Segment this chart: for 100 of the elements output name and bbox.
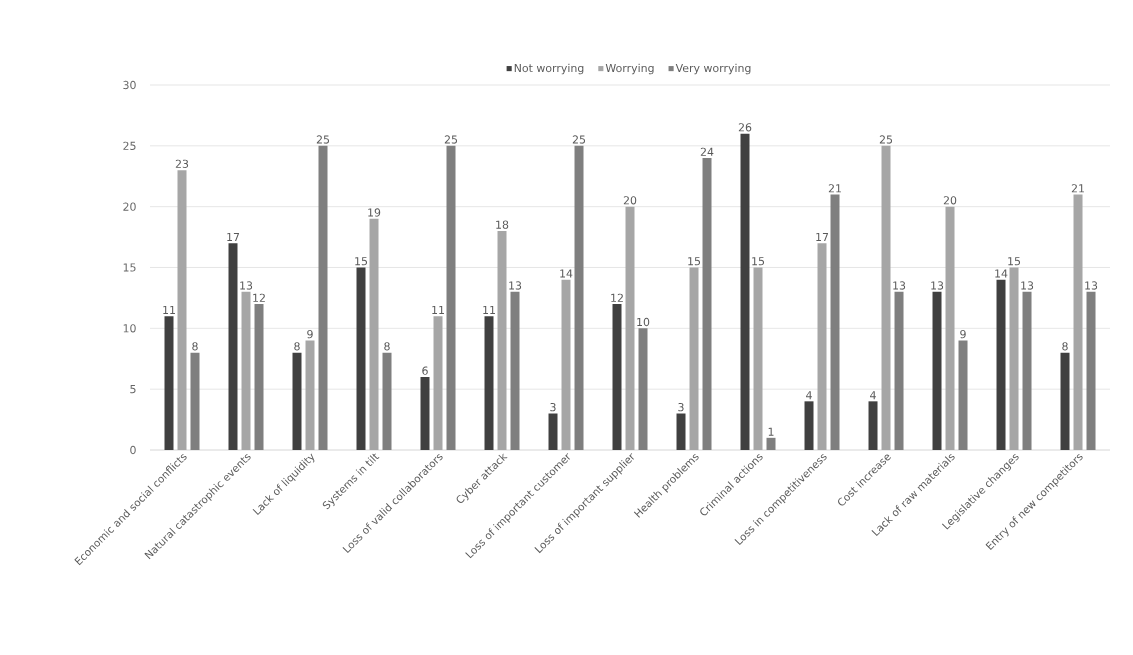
- bar: [241, 291, 251, 450]
- y-tick-label: 10: [123, 324, 136, 333]
- data-label: 11: [163, 305, 175, 314]
- data-label: 13: [1085, 281, 1098, 290]
- data-label: 15: [1008, 257, 1021, 266]
- bar: [753, 267, 763, 450]
- data-label: 24: [700, 147, 714, 156]
- data-label: 19: [368, 208, 381, 217]
- data-label: 4: [870, 391, 876, 400]
- data-label: 25: [572, 135, 586, 144]
- data-label: 17: [816, 232, 829, 241]
- data-label: 9: [307, 330, 313, 339]
- bar: [446, 145, 456, 450]
- bar: [804, 401, 814, 450]
- bar: [382, 352, 392, 450]
- bar: [740, 133, 750, 450]
- bar: [932, 291, 942, 450]
- data-label: 13: [240, 281, 253, 290]
- bar: [497, 231, 507, 450]
- data-label: 13: [893, 281, 906, 290]
- data-label: 17: [227, 232, 240, 241]
- bar: [625, 206, 635, 450]
- data-label: 26: [738, 123, 752, 132]
- bar: [881, 145, 891, 450]
- data-label: 20: [623, 196, 637, 205]
- data-label: 21: [1071, 184, 1084, 193]
- data-label: 8: [384, 342, 390, 351]
- bar: [996, 279, 1006, 450]
- bar: [1060, 352, 1070, 450]
- data-label: 9: [960, 330, 966, 339]
- data-label: 11: [432, 305, 444, 314]
- y-tick-label: 0: [130, 445, 136, 455]
- data-label: 8: [192, 342, 198, 351]
- legend-label: Worrying: [605, 63, 654, 75]
- bar: [958, 340, 968, 450]
- bar: [548, 413, 558, 450]
- data-label: 13: [931, 281, 944, 290]
- bar: [945, 206, 955, 450]
- data-label: 13: [1021, 281, 1034, 290]
- data-label: 21: [828, 184, 841, 193]
- bar: [1073, 194, 1083, 450]
- data-label: 13: [509, 281, 522, 290]
- bar: [1086, 291, 1096, 450]
- bar: [420, 377, 430, 450]
- bar: [1022, 291, 1032, 450]
- data-label: 14: [995, 269, 1008, 278]
- bar: [561, 279, 571, 450]
- bar: [484, 316, 494, 450]
- bar: [894, 291, 904, 450]
- data-label: 12: [253, 293, 265, 302]
- y-tick-label: 25: [123, 141, 136, 150]
- data-label: 6: [422, 366, 428, 375]
- bar: [638, 328, 648, 450]
- bar: [190, 352, 200, 450]
- bar: [433, 316, 443, 450]
- y-tick-label: 15: [123, 263, 136, 272]
- bar: [689, 267, 699, 450]
- y-tick-label: 30: [123, 80, 136, 90]
- data-label: 3: [678, 403, 684, 412]
- bar: [318, 145, 328, 450]
- data-label: 25: [316, 135, 330, 144]
- data-label: 14: [560, 269, 573, 278]
- data-label: 23: [175, 159, 189, 168]
- data-label: 15: [688, 257, 701, 266]
- legend-label: Not worrying: [514, 63, 584, 75]
- data-label: 8: [1062, 342, 1068, 351]
- bar: [676, 413, 686, 450]
- data-label: 8: [294, 342, 300, 351]
- data-label: 10: [637, 317, 650, 327]
- bar: [228, 243, 238, 450]
- bar: [164, 316, 174, 450]
- bar: [305, 340, 315, 450]
- y-tick-label: 5: [130, 385, 136, 394]
- legend-label: Very worrying: [675, 63, 751, 75]
- data-label: 3: [550, 403, 556, 412]
- bar: [356, 267, 366, 450]
- data-label: 15: [752, 257, 765, 266]
- bar: [574, 145, 584, 450]
- data-label: 25: [444, 135, 458, 144]
- data-label: 12: [611, 293, 623, 302]
- bar: [612, 304, 622, 450]
- y-tick-label: 20: [123, 202, 136, 211]
- data-label: 1: [768, 427, 774, 436]
- bar: [702, 158, 712, 450]
- bar: [1009, 267, 1019, 450]
- bar: [830, 194, 840, 450]
- data-label: 4: [806, 391, 812, 400]
- bar: [868, 401, 878, 450]
- bar: [369, 218, 379, 450]
- data-label: 18: [496, 220, 509, 229]
- bar: [766, 437, 776, 450]
- bar: [177, 170, 187, 450]
- data-label: 25: [879, 135, 893, 144]
- bar: [510, 291, 520, 450]
- bar: [817, 243, 827, 450]
- data-label: 15: [355, 257, 368, 266]
- bar: [292, 352, 302, 450]
- data-label: 20: [943, 196, 957, 205]
- data-label: 11: [483, 305, 495, 314]
- bar: [254, 304, 264, 450]
